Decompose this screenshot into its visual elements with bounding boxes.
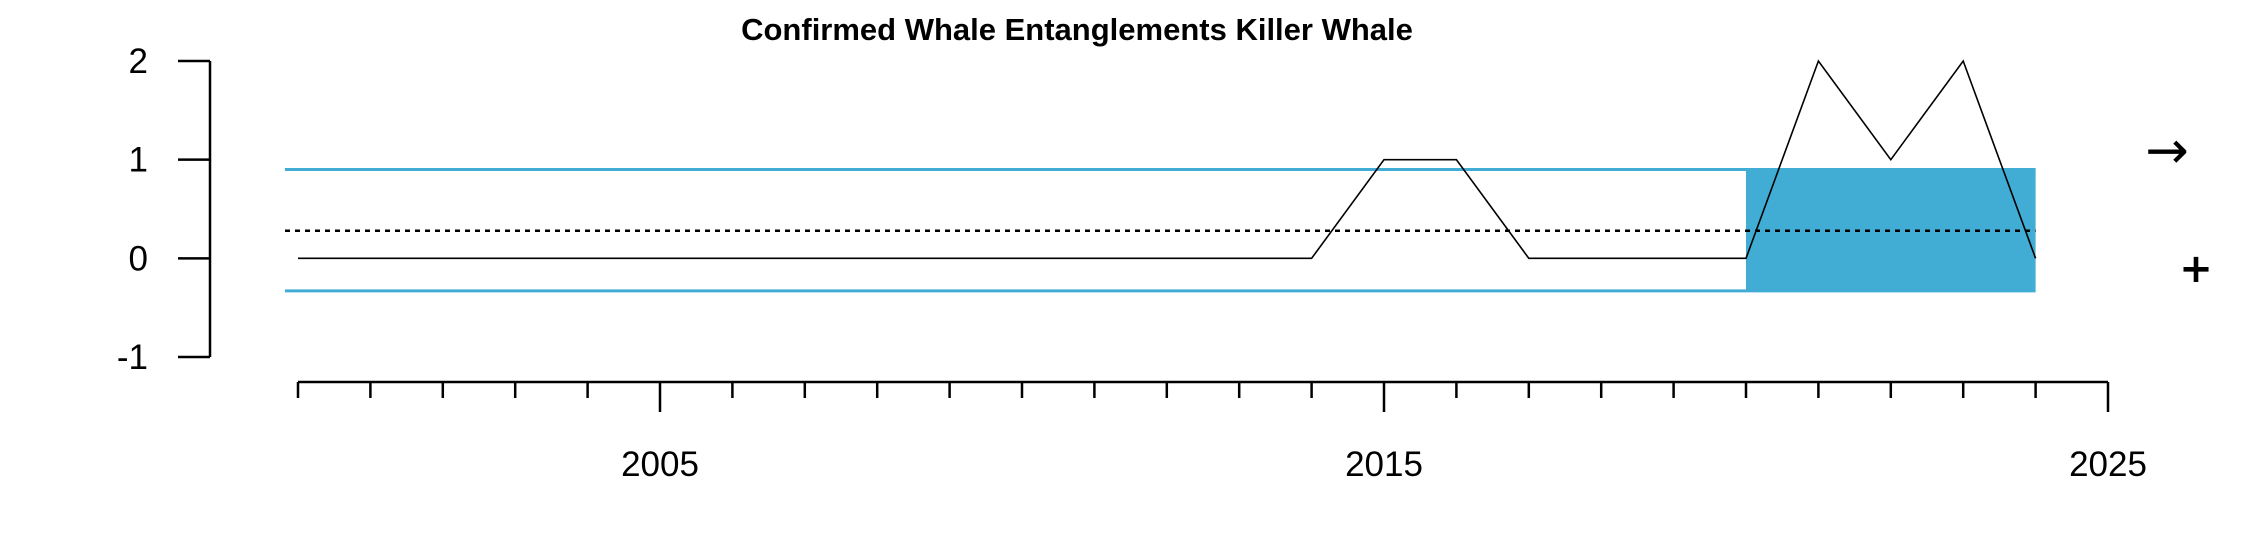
chart-title: Confirmed Whale Entanglements Killer Wha…	[741, 12, 1413, 47]
x-tick-label: 2005	[621, 445, 699, 484]
y-tick-label: 0	[129, 239, 148, 278]
x-tick-label: 2025	[2069, 445, 2147, 484]
x-tick-label: 2015	[1345, 445, 1423, 484]
y-tick-label: -1	[117, 338, 148, 377]
y-tick-label: 1	[129, 141, 148, 180]
x-axis: 2005 2015 2025	[296, 380, 2147, 484]
mean-status-plus-icon: +	[2179, 246, 2213, 292]
y-axis: 2 1 0 -1	[117, 42, 212, 377]
trend-arrow-icon: →	[2145, 121, 2189, 181]
y-tick-label: 2	[129, 42, 148, 81]
plot-area	[285, 59, 2037, 293]
series-line	[298, 59, 2037, 260]
